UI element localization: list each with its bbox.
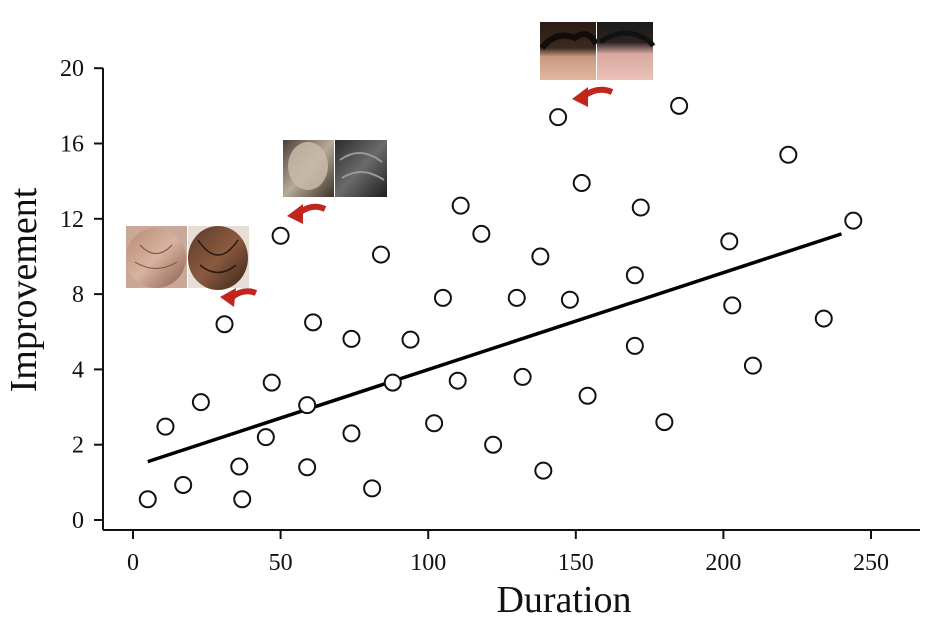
data-point	[560, 290, 579, 309]
x-axis-title: Duration	[496, 579, 631, 619]
data-point	[371, 245, 390, 264]
data-point	[448, 371, 467, 390]
data-point	[342, 424, 361, 443]
data-point	[743, 356, 762, 375]
data-point	[625, 336, 644, 355]
data-point	[723, 296, 742, 315]
data-point	[383, 373, 402, 392]
y-tick-label: 4	[72, 357, 84, 383]
data-point	[233, 490, 252, 509]
data-point	[549, 108, 568, 127]
after-photo-top	[335, 140, 387, 197]
before-photo-hairline	[539, 22, 599, 80]
data-point	[401, 330, 420, 349]
red-arrow-hairline	[572, 86, 614, 107]
data-point	[298, 458, 317, 477]
data-point	[472, 224, 491, 243]
data-point	[298, 396, 317, 415]
data-point	[844, 211, 863, 230]
data-point	[572, 174, 591, 193]
data-point	[215, 315, 234, 334]
y-tick-label: 0	[72, 508, 84, 534]
data-point	[262, 373, 281, 392]
data-point	[631, 198, 650, 217]
data-point	[271, 226, 290, 245]
data-point	[534, 461, 553, 480]
x-tick-label: 250	[853, 550, 889, 576]
before-photo-crown	[126, 226, 187, 288]
x-ticks: 0 50 100 150 200 250	[127, 530, 889, 576]
photo-pair-hairline	[539, 22, 656, 80]
data-point	[342, 329, 361, 348]
x-tick-label: 150	[558, 550, 594, 576]
data-point	[304, 313, 323, 332]
data-point	[191, 393, 210, 412]
data-point	[814, 309, 833, 328]
y-tick-label: 16	[60, 132, 84, 158]
data-point	[174, 475, 193, 494]
data-point	[138, 490, 157, 509]
y-ticks: 0 2 4 8 12 16 20	[60, 56, 103, 534]
red-arrow-top	[287, 203, 327, 224]
before-photo-top	[283, 140, 334, 197]
trend-line	[147, 232, 843, 464]
y-tick-label: 12	[60, 207, 84, 233]
data-point	[425, 414, 444, 433]
red-arrow-crown	[220, 288, 258, 307]
data-points	[138, 96, 863, 509]
data-point	[507, 288, 526, 307]
after-photo-hairline	[597, 22, 656, 80]
data-point	[484, 435, 503, 454]
data-point	[578, 386, 597, 405]
data-point	[670, 96, 689, 115]
data-point	[779, 145, 798, 164]
data-point	[230, 457, 249, 476]
data-point	[156, 417, 175, 436]
photo-pair-crown	[126, 226, 249, 290]
y-axis-title: Improvement	[3, 187, 45, 392]
data-point	[451, 196, 470, 215]
y-tick-label: 20	[60, 56, 84, 82]
data-point	[513, 367, 532, 386]
data-point	[256, 428, 275, 447]
data-point	[433, 288, 452, 307]
photo-pair-top	[283, 140, 387, 197]
data-point	[531, 247, 550, 266]
data-point	[720, 232, 739, 251]
x-tick-label: 100	[410, 550, 446, 576]
y-tick-label: 2	[72, 433, 84, 459]
data-point	[363, 479, 382, 498]
x-tick-label: 200	[705, 550, 741, 576]
x-tick-label: 0	[127, 550, 139, 576]
x-tick-label: 50	[269, 550, 293, 576]
y-tick-label: 8	[72, 282, 84, 308]
data-point	[655, 413, 674, 432]
after-photo-crown	[188, 226, 249, 290]
data-point	[625, 266, 644, 285]
